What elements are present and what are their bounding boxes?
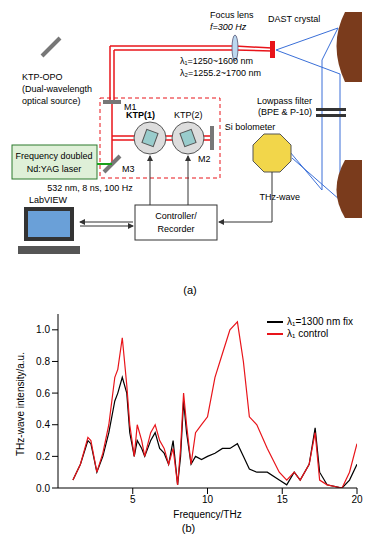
svg-text:Nd:YAG laser: Nd:YAG laser bbox=[27, 164, 81, 174]
svg-text:20: 20 bbox=[351, 494, 363, 505]
svg-text:f=300 Hz: f=300 Hz bbox=[210, 22, 247, 32]
svg-text:Frequency/THz: Frequency/THz bbox=[173, 509, 241, 520]
svg-text:(BPE & P-10): (BPE & P-10) bbox=[258, 107, 312, 117]
svg-text:0.0: 0.0 bbox=[36, 483, 50, 494]
svg-text:1.0: 1.0 bbox=[36, 324, 50, 335]
svg-text:KTP(2): KTP(2) bbox=[174, 110, 203, 120]
svg-text:Lowpass filter: Lowpass filter bbox=[257, 96, 312, 106]
svg-text:M3: M3 bbox=[122, 164, 135, 174]
svg-text:(a): (a) bbox=[183, 284, 196, 296]
svg-text:5: 5 bbox=[130, 494, 136, 505]
svg-text:λ₁=1250~1600 nm: λ₁=1250~1600 nm bbox=[180, 56, 253, 66]
svg-text:0.6: 0.6 bbox=[36, 388, 50, 399]
svg-text:THz-wave: THz-wave bbox=[259, 192, 300, 202]
svg-text:THz-wave intensity/a.u.: THz-wave intensity/a.u. bbox=[15, 352, 26, 456]
svg-text:532 nm, 8 ns, 100 Hz: 532 nm, 8 ns, 100 Hz bbox=[47, 183, 133, 193]
svg-text:0.2: 0.2 bbox=[36, 451, 50, 462]
svg-text:Focus lens: Focus lens bbox=[210, 10, 254, 20]
html-text:λ₁=1300 nm fix: λ₁=1300 nm fix bbox=[287, 316, 353, 327]
svg-text:Frequency doubled: Frequency doubled bbox=[15, 151, 92, 161]
svg-text:λ₂=1255.2~1700 nm: λ₂=1255.2~1700 nm bbox=[180, 68, 261, 78]
svg-text:Si bolometer: Si bolometer bbox=[225, 122, 276, 132]
svg-text:(Dual-wavelength: (Dual-wavelength bbox=[22, 84, 92, 94]
svg-text:DAST crystal: DAST crystal bbox=[268, 14, 320, 24]
svg-text:LabVIEW: LabVIEW bbox=[29, 195, 68, 205]
svg-text:Controller/: Controller/ bbox=[155, 211, 197, 221]
html-text:(b): (b) bbox=[181, 522, 196, 534]
svg-text:optical source): optical source) bbox=[22, 96, 81, 106]
svg-text:Recorder: Recorder bbox=[157, 224, 194, 234]
svg-text:M2: M2 bbox=[198, 154, 211, 164]
svg-text:KTP(1): KTP(1) bbox=[126, 110, 155, 120]
html-text:λ₁ control: λ₁ control bbox=[287, 328, 329, 339]
svg-text:M1: M1 bbox=[124, 102, 137, 112]
svg-text:KTP-OPO: KTP-OPO bbox=[22, 72, 63, 82]
svg-text:0.8: 0.8 bbox=[36, 356, 50, 367]
svg-text:15: 15 bbox=[277, 494, 289, 505]
svg-text:10: 10 bbox=[202, 494, 214, 505]
svg-text:0.4: 0.4 bbox=[36, 419, 50, 430]
